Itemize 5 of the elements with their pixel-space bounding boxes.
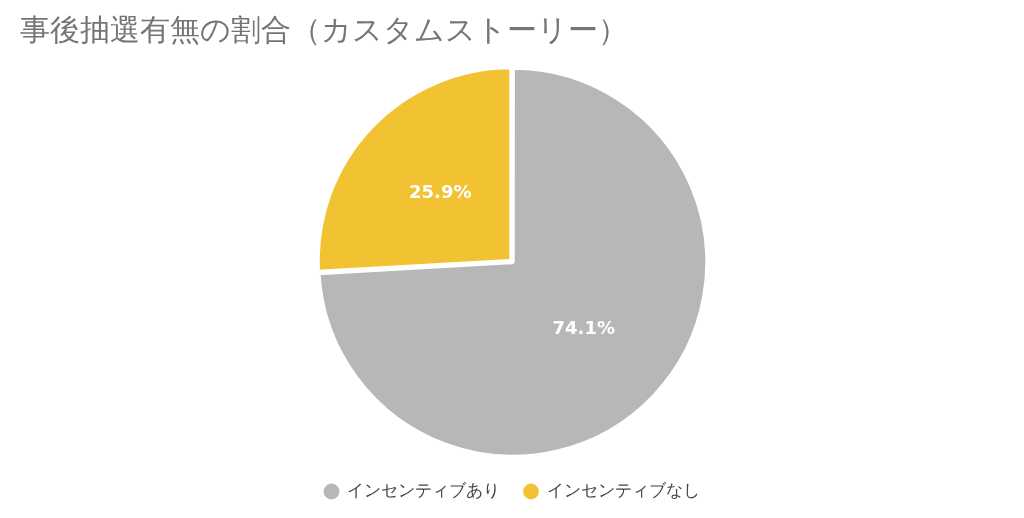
data-label: 25.9% — [409, 181, 472, 203]
legend-label: インセンティブあり — [347, 479, 500, 500]
legend-label: インセンティブなし — [546, 479, 700, 500]
data-label: 74.1% — [552, 317, 615, 338]
chart-title: 事後抽選有無の割合（カスタムストーリー） — [20, 11, 628, 47]
